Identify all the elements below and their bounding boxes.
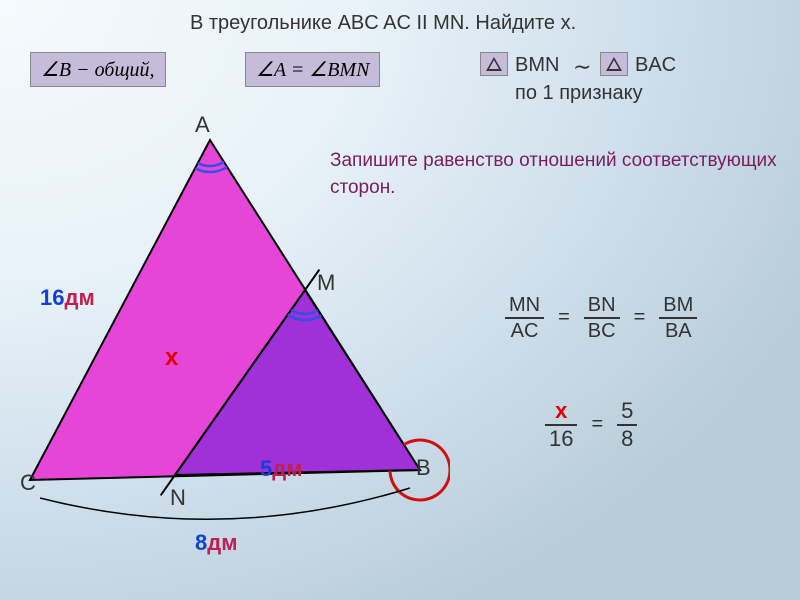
frac-bm-ba-den: BA bbox=[661, 319, 696, 341]
frac-5-8: 5 8 bbox=[617, 400, 637, 450]
frac-58-den: 8 bbox=[617, 426, 637, 450]
measure-NB-unit: дм bbox=[272, 456, 302, 481]
measure-NB: 5дм bbox=[260, 456, 303, 482]
frac-x-num: x bbox=[551, 400, 571, 424]
ratio-equation: MN AC = BN BC = BM BA bbox=[505, 295, 697, 341]
measure-NB-val: 5 bbox=[260, 456, 272, 481]
frac-bn-bc-num: BN bbox=[584, 295, 620, 317]
frac-mn-ac-den: AC bbox=[507, 319, 543, 341]
frac-mn-ac: MN AC bbox=[505, 295, 544, 341]
equals-1: = bbox=[558, 306, 570, 329]
label-N: N bbox=[170, 485, 186, 511]
triangle-symbol-2 bbox=[600, 52, 628, 76]
frac-bn-bc-den: BC bbox=[584, 319, 620, 341]
measure-AC-unit: дм bbox=[64, 285, 94, 310]
label-M: M bbox=[317, 270, 335, 296]
equals-3: = bbox=[591, 413, 603, 436]
triangle-diagram bbox=[10, 110, 450, 540]
frac-mn-ac-num: MN bbox=[505, 295, 544, 317]
frac-x-16: x 16 bbox=[545, 400, 577, 450]
similar-reason: по 1 признаку bbox=[515, 82, 643, 105]
formula-angle-equal: ∠A = ∠BMN bbox=[245, 52, 380, 87]
frac-x-den: 16 bbox=[545, 426, 577, 450]
measure-x: x bbox=[165, 344, 178, 372]
similar-tri1: BMN bbox=[515, 54, 559, 77]
similar-symbol: ∼ bbox=[573, 54, 591, 80]
measure-AC: 16дм bbox=[40, 285, 95, 311]
formula-angle-common: ∠B − общий, bbox=[30, 52, 166, 87]
equals-2: = bbox=[634, 306, 646, 329]
label-B: B bbox=[416, 455, 431, 481]
solve-equation: x 16 = 5 8 bbox=[545, 400, 637, 450]
measure-AC-val: 16 bbox=[40, 285, 64, 310]
measure-CB: 8дм bbox=[195, 530, 238, 556]
problem-statement: В треугольнике ABC AC II MN. Найдите х. bbox=[190, 12, 576, 35]
measure-CB-unit: дм bbox=[207, 530, 237, 555]
label-C: C bbox=[20, 470, 36, 496]
measure-CB-val: 8 bbox=[195, 530, 207, 555]
similar-tri2: BAC bbox=[635, 54, 676, 77]
triangle-symbol-1 bbox=[480, 52, 508, 76]
frac-bn-bc: BN BC bbox=[584, 295, 620, 341]
label-A: A bbox=[195, 112, 210, 138]
frac-bm-ba: BM BA bbox=[659, 295, 697, 341]
frac-58-num: 5 bbox=[617, 400, 637, 424]
frac-bm-ba-num: BM bbox=[659, 295, 697, 317]
